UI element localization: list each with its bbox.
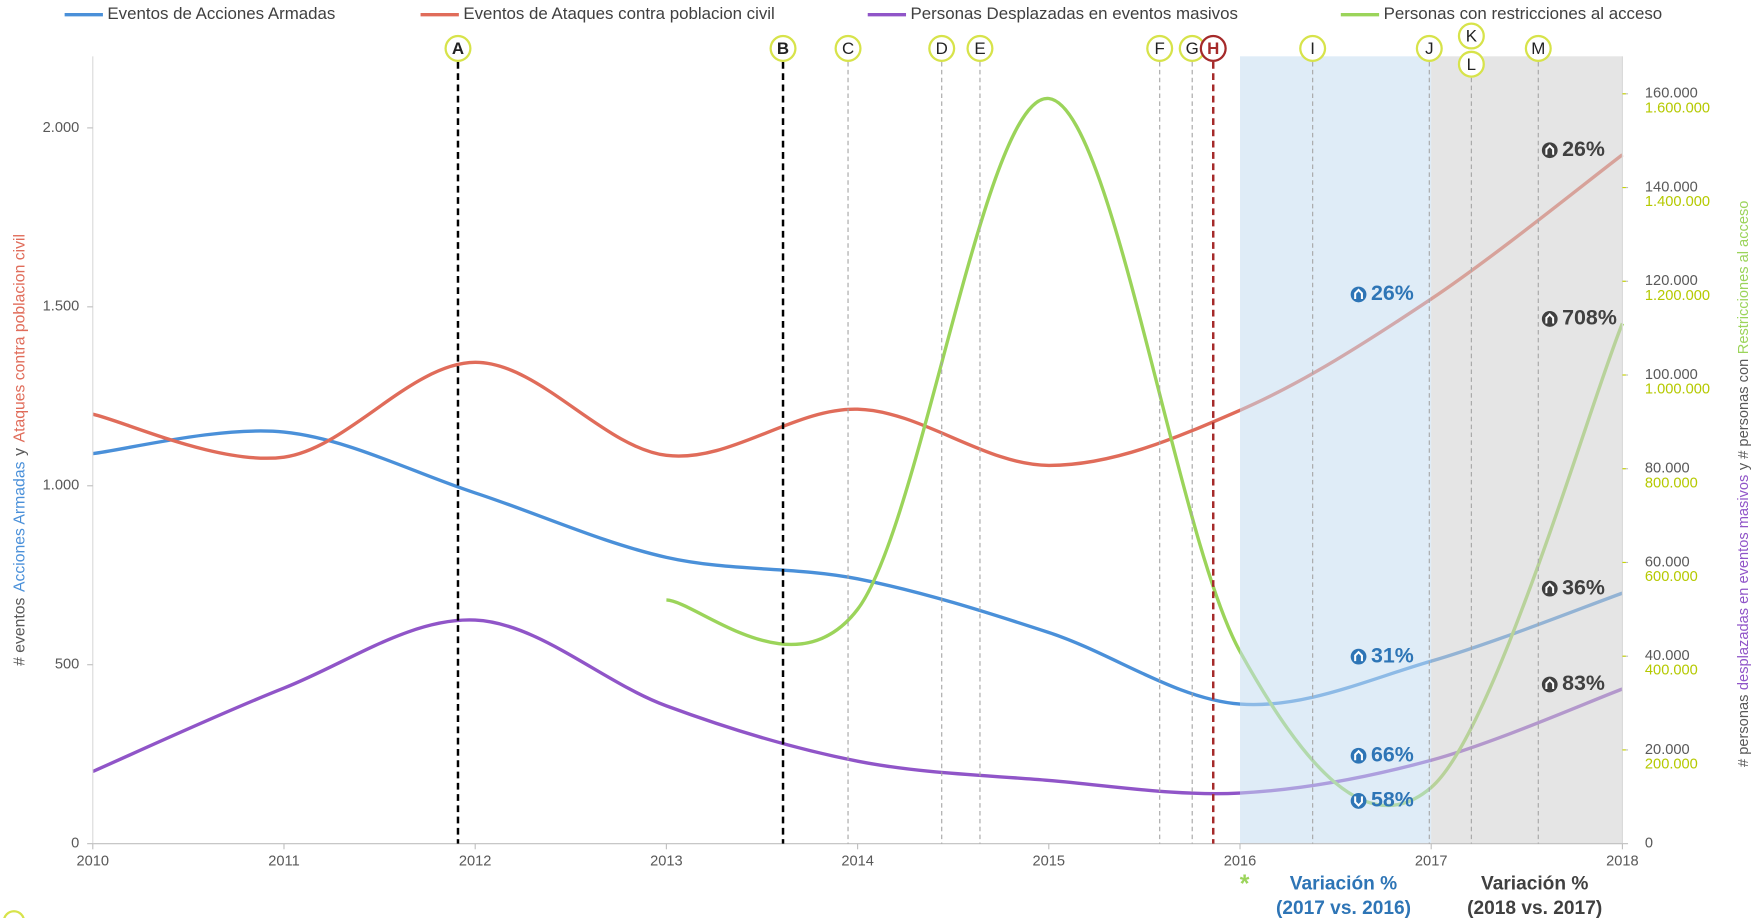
- legend-label: Personas Desplazadas en eventos masivos: [911, 4, 1238, 23]
- event-label: B: [777, 39, 789, 58]
- annotation-label: 83%: [1562, 671, 1605, 695]
- y3-tick-label: 1.000.000: [1645, 382, 1710, 398]
- y-axis-title-part: Ataques contra poblacion civil: [12, 234, 29, 442]
- y3-tick-label: 200.000: [1645, 756, 1698, 772]
- annotation-label: 66%: [1371, 742, 1414, 766]
- x-tick-label: 2018: [1606, 854, 1639, 870]
- annotation-label: 36%: [1562, 575, 1605, 599]
- y2-tick-label: 120.000: [1645, 273, 1698, 289]
- annotation-arrow: [1545, 313, 1555, 324]
- event-label: I: [1310, 39, 1315, 58]
- y3-tick-label: 1.400.000: [1645, 194, 1710, 210]
- x-tick-label: 2010: [77, 854, 110, 870]
- annotation-label: 26%: [1562, 137, 1605, 161]
- y2-tick-label: 20.000: [1645, 742, 1690, 758]
- y-tick-label: 1.500: [43, 299, 80, 315]
- annotation-arrow: [1545, 678, 1555, 690]
- variation-band: [1240, 56, 1432, 844]
- annotation-arrow: [1354, 650, 1363, 662]
- y-axis-title-part: Acciones Armadas: [12, 461, 29, 592]
- y-tick-label: 500: [55, 657, 79, 673]
- event-marker: [444, 34, 472, 62]
- y3-tick-label: 1.600.000: [1645, 100, 1710, 116]
- y2-axis-title-part: desplazadas en eventos masivos: [1736, 475, 1752, 690]
- event-label: L: [1467, 55, 1476, 74]
- y3-tick-label: 600.000: [1645, 569, 1698, 585]
- event-marker: [1146, 34, 1174, 62]
- event-marker: [1524, 34, 1552, 62]
- event-marker: [769, 34, 797, 62]
- band-label: Variación %: [1290, 873, 1397, 894]
- event-label: F: [1155, 39, 1165, 58]
- x-tick-label: 2014: [841, 854, 874, 870]
- event-label: D: [936, 39, 948, 58]
- y-axis-title: # eventos Acciones Armadas y Ataques contra…: [12, 234, 29, 666]
- event-marker: [1199, 34, 1227, 62]
- y2-tick-label: 60.000: [1645, 554, 1690, 570]
- annotation-arrow: [1545, 582, 1555, 594]
- y2-tick-label: 140.000: [1645, 179, 1698, 195]
- event-marker: [966, 34, 994, 62]
- y-axis-title-part: y: [12, 448, 29, 456]
- y2-axis-title: # personas desplazadas en eventos masivos…: [1736, 201, 1752, 767]
- y2-tick-label: 160.000: [1645, 86, 1698, 102]
- y-axis-title-part: # eventos: [12, 598, 29, 666]
- decor-circle: [3, 910, 25, 918]
- y2-tick-label: 100.000: [1645, 367, 1698, 383]
- annotation-arrow: [1354, 288, 1363, 299]
- annotation-label: 26%: [1371, 281, 1414, 305]
- variation-band: [1431, 56, 1623, 844]
- footnote-mark: *: [1240, 871, 1250, 898]
- event-label: A: [452, 39, 464, 58]
- y2-axis-title-part: Restricciones al acceso: [1736, 201, 1752, 355]
- annotation-label: 58%: [1371, 788, 1414, 812]
- band-label: (2018 vs. 2017): [1467, 898, 1602, 918]
- event-marker: [1457, 22, 1485, 50]
- event-label: H: [1207, 39, 1219, 58]
- event-marker: [928, 34, 956, 62]
- event-marker: [1457, 50, 1485, 78]
- band-label: Variación %: [1481, 873, 1588, 894]
- event-marker: [1415, 34, 1443, 62]
- x-tick-label: 2017: [1415, 854, 1448, 870]
- band-overlay: [1240, 56, 1623, 844]
- x-tick-label: 2011: [268, 854, 299, 870]
- event-label: J: [1425, 39, 1433, 58]
- y3-tick-label: 800.000: [1645, 475, 1698, 491]
- x-tick-label: 2015: [1033, 854, 1066, 870]
- annotation-arrow: [1545, 144, 1555, 155]
- y2-tick-label: 0: [1645, 836, 1653, 852]
- event-label: C: [842, 39, 854, 58]
- event-marker: [834, 34, 862, 62]
- annotation-label: 31%: [1371, 643, 1414, 667]
- y-tick-label: 1.000: [43, 478, 80, 494]
- y2-axis-title-part: y # personas con: [1736, 359, 1752, 470]
- legend-label: Personas con restricciones al acceso: [1384, 4, 1663, 23]
- annotation-label: 708%: [1562, 306, 1617, 330]
- event-label: K: [1466, 27, 1478, 46]
- event-label: M: [1531, 39, 1545, 58]
- event-marker: [1299, 34, 1327, 62]
- annotation-arrow: [1354, 796, 1363, 807]
- y2-tick-label: 40.000: [1645, 648, 1690, 664]
- x-tick-label: 2016: [1224, 854, 1257, 870]
- legend-label: Eventos de Ataques contra poblacion civi…: [463, 4, 774, 23]
- x-tick-label: 2013: [650, 854, 683, 870]
- y2-axis-title-part: # personas: [1736, 695, 1752, 767]
- band-label: (2017 vs. 2016): [1276, 898, 1411, 918]
- event-label: G: [1186, 39, 1199, 58]
- y-tick-label: 2.000: [43, 120, 80, 136]
- y2-tick-label: 80.000: [1645, 461, 1690, 477]
- y3-tick-label: 400.000: [1645, 663, 1698, 679]
- y3-tick-label: 1.200.000: [1645, 288, 1710, 304]
- legend-label: Eventos de Acciones Armadas: [107, 4, 335, 23]
- annotation-arrow: [1354, 749, 1363, 761]
- event-label: E: [974, 39, 985, 58]
- y-tick-label: 0: [71, 836, 79, 852]
- x-tick-label: 2012: [459, 854, 492, 870]
